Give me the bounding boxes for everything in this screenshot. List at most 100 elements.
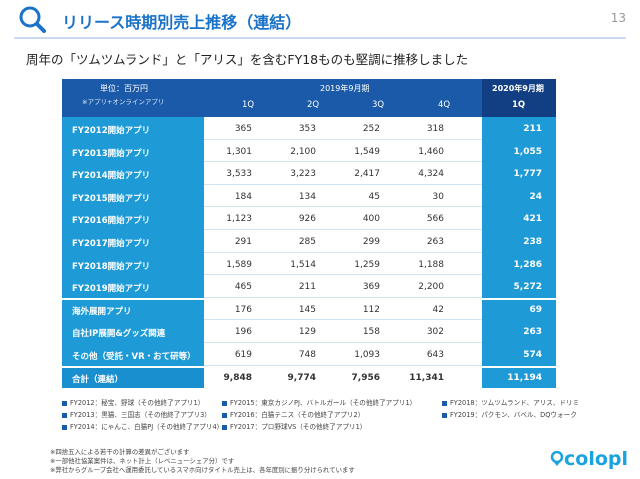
last-col-cell: 5,272 <box>513 282 542 293</box>
table-cell: 1,093 <box>354 350 380 360</box>
last-col-cell: 69 <box>529 304 542 315</box>
quarter-header: 2Q <box>307 100 320 110</box>
legend-marker <box>62 400 67 406</box>
table-header-last-bg <box>482 79 556 117</box>
row-label-bg <box>62 299 204 321</box>
last-col-bg <box>482 230 556 253</box>
table-cell: 643 <box>426 350 444 360</box>
table-cell: 252 <box>362 124 380 134</box>
table-cell: 45 <box>368 191 380 202</box>
last-col-bg <box>482 207 556 230</box>
legend-text: FY2018：ツムツムランド、アリス、ドリミ <box>450 399 580 407</box>
footnote: ※一部他社協業案件は、ネット計上（レベニューシェア分）です <box>50 457 235 465</box>
row-divider <box>204 161 482 163</box>
row-label-bg <box>62 207 204 230</box>
table-cell: 7,956 <box>351 372 380 383</box>
period-header: 2019年9月期 <box>320 84 370 93</box>
footnote: ※弊社からグループ会社へ運用委託しているスマホ向けタイトル売上は、各年度別に振り… <box>50 466 355 474</box>
last-col-cell: 211 <box>523 124 542 134</box>
row-label: その他（受託・VR・おて研等） <box>72 352 196 362</box>
row-label: 合計（連結） <box>72 374 124 385</box>
unit-label: 単位：百万円 <box>100 84 148 93</box>
page-number: 13 <box>610 11 626 25</box>
unit-note: ※アプリ+オンラインアプリ <box>82 98 165 106</box>
search-icon <box>19 6 46 33</box>
legend-text: FY2013：黒猫、三国志（その他終了アプリ3） <box>70 411 211 419</box>
legend-item: FY2014：にゃんこ、白猫PJ（その他終了アプリ4） <box>62 421 223 431</box>
row-label: FY2016開始アプリ <box>72 216 151 227</box>
last-col-bg <box>482 117 556 140</box>
quarter-header: 1Q <box>242 100 255 110</box>
row-label-bg <box>62 367 204 389</box>
row-label: FY2017開始アプリ <box>72 239 151 249</box>
row-label: FY2013開始アプリ <box>72 148 151 159</box>
last-col-bg <box>482 299 556 321</box>
row-label-bg <box>62 184 204 208</box>
legend-item: FY2018：ツムツムランド、アリス、ドリミ <box>442 397 579 407</box>
quarter-header: 3Q <box>372 100 385 110</box>
table-cell: 299 <box>362 237 380 247</box>
table-cell: 285 <box>298 237 316 247</box>
table-cell: 145 <box>298 304 316 315</box>
row-label: FY2015開始アプリ <box>72 193 151 204</box>
row-label: FY2019開始アプリ <box>72 284 151 295</box>
legend-marker <box>222 424 227 430</box>
legend-marker <box>442 400 447 406</box>
legend-item: FY2015：東京カジノPJ、バトルガール（その他終了アプリ1） <box>222 397 416 407</box>
row-label-bg <box>62 320 204 343</box>
table-cell: 1,123 <box>226 214 252 225</box>
table-cell: 465 <box>234 282 252 293</box>
header-divider <box>14 37 626 39</box>
row-label-bg <box>62 275 204 298</box>
table-cell: 2,200 <box>418 282 444 293</box>
last-col-cell: 1,777 <box>513 169 542 180</box>
last-col-cell: 574 <box>523 350 542 360</box>
row-divider <box>204 229 482 230</box>
table-cell: 1,188 <box>418 259 444 270</box>
last-col-bg <box>482 320 556 343</box>
legend-marker <box>62 412 67 418</box>
row-label: 海外展開アプリ <box>72 306 132 317</box>
table-cell: 369 <box>362 282 380 293</box>
last-col-bg <box>482 162 556 185</box>
table-cell: 211 <box>298 282 316 293</box>
row-label-bg <box>62 162 204 185</box>
table-cell: 318 <box>426 124 444 134</box>
table-cell: 1,589 <box>226 259 252 270</box>
legend-marker <box>222 400 227 406</box>
table-cell: 291 <box>234 237 252 247</box>
row-label: FY2018開始アプリ <box>72 261 151 272</box>
quarter-header: 4Q <box>438 100 451 110</box>
last-col-cell: 1,055 <box>513 146 542 157</box>
last-col-bg <box>482 252 556 276</box>
page-subtitle: 周年の「ツムツムランド」と「アリス」を含むFY18ものも堅調に推移しました <box>26 52 469 67</box>
row-divider <box>204 342 482 343</box>
row-label-bg <box>62 343 204 366</box>
table-cell: 112 <box>362 304 380 315</box>
table-cell: 400 <box>362 214 380 225</box>
sales-table: 単位：百万円 ※アプリ+オンラインアプリ 2019年9月期 2020年9月期 1… <box>62 79 556 389</box>
table-cell: 619 <box>234 350 252 360</box>
row-label-bg <box>62 252 204 276</box>
table-cell: 9,848 <box>223 372 252 383</box>
table-cell: 3,533 <box>226 169 252 180</box>
table-cell: 1,460 <box>418 146 444 157</box>
table-cell: 926 <box>298 214 316 225</box>
row-divider <box>204 183 482 185</box>
last-col-bg <box>482 343 556 366</box>
table-cell: 129 <box>298 327 316 338</box>
last-col-bg <box>482 184 556 208</box>
footnote: ※四捨五入による若干の計算の差異がございます <box>50 448 190 456</box>
table-cell: 1,549 <box>354 146 380 157</box>
row-label-bg <box>62 117 204 140</box>
table-cell: 302 <box>426 327 444 338</box>
table-cell: 566 <box>426 214 444 225</box>
last-col-cell: 238 <box>523 237 542 247</box>
row-divider <box>204 364 482 366</box>
table-cell: 1,514 <box>290 259 316 270</box>
table-cell: 158 <box>362 327 380 338</box>
table-cell: 42 <box>432 304 444 315</box>
last-col-cell: 11,194 <box>507 372 542 383</box>
row-label-bg <box>62 230 204 253</box>
table-header-bg <box>62 79 482 117</box>
